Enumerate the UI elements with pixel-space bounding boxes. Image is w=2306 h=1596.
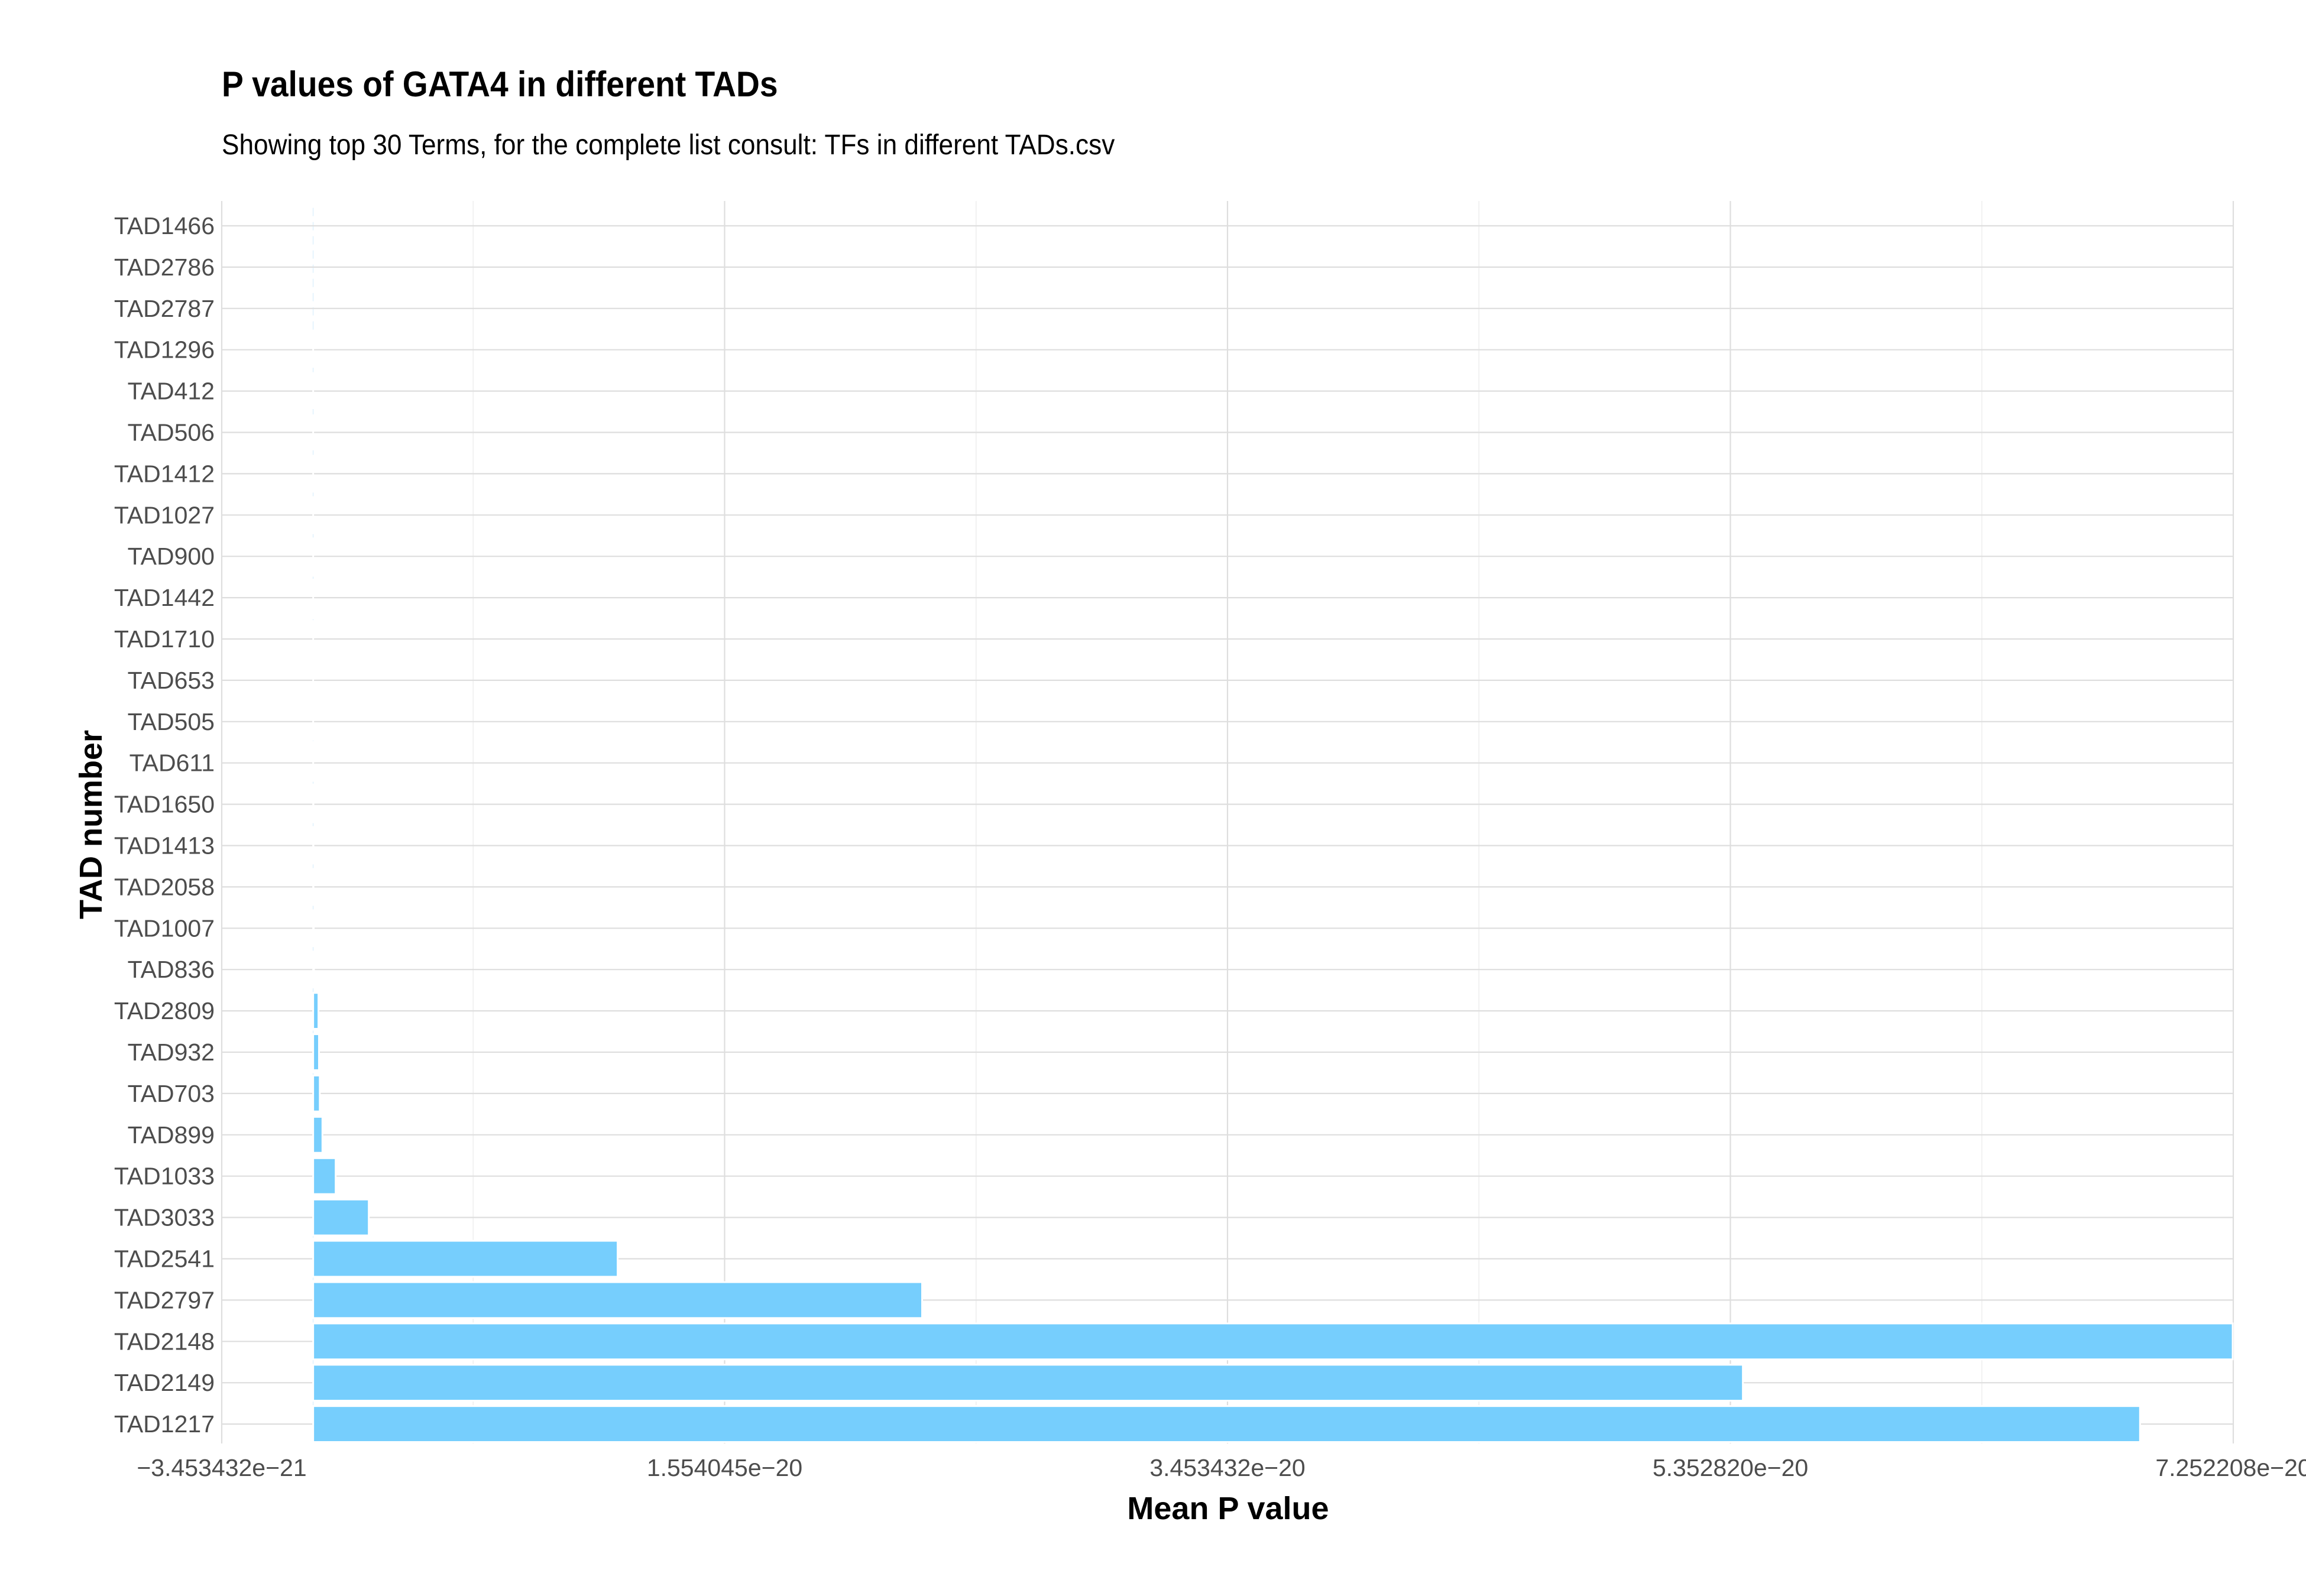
bar-tad2797 — [312, 1281, 924, 1319]
y-tick-label: TAD505 — [128, 708, 215, 735]
bar-tad3033 — [312, 1198, 370, 1237]
y-tick-label: TAD2786 — [114, 254, 215, 281]
y-tick-label: TAD899 — [128, 1121, 215, 1149]
y-axis-tick-labels: TAD1466 TAD2786 TAD2787 TAD1296 TAD412 TAD506… — [114, 212, 215, 1438]
y-tick-label: TAD836 — [128, 956, 215, 983]
y-tick-label: TAD1027 — [114, 501, 215, 528]
bar-tad2809 — [312, 992, 320, 1030]
y-tick-label: TAD1033 — [114, 1163, 215, 1190]
y-tick-label: TAD1710 — [114, 625, 215, 653]
y-tick-label: TAD2149 — [114, 1369, 215, 1396]
bar-tad836 — [312, 951, 315, 989]
y-tick-label: TAD1442 — [114, 584, 215, 611]
y-tick-label: TAD1296 — [114, 336, 215, 364]
y-tick-label: TAD3033 — [114, 1204, 215, 1231]
bar-tad1033 — [312, 1157, 337, 1195]
x-tick-label: 7.252208e−20 — [2155, 1454, 2306, 1481]
bar-tad2148 — [312, 1322, 2234, 1361]
y-tick-label: TAD1413 — [114, 832, 215, 859]
major-gridlines — [221, 201, 2234, 1443]
bar-tad1007 — [312, 909, 315, 948]
y-tick-label: TAD2797 — [114, 1286, 215, 1313]
y-tick-label: TAD900 — [128, 543, 215, 570]
y-tick-label: TAD1412 — [114, 460, 215, 487]
y-tick-label: TAD412 — [128, 378, 215, 405]
y-tick-label: TAD1217 — [114, 1410, 215, 1438]
y-tick-label: TAD506 — [128, 419, 215, 446]
x-tick-label: 3.453432e−20 — [1149, 1454, 1305, 1481]
bar-tad703 — [312, 1074, 321, 1112]
y-tick-label: TAD932 — [128, 1039, 215, 1066]
x-axis-title: Mean P value — [1127, 1491, 1329, 1526]
y-tick-label: TAD1650 — [114, 791, 215, 818]
minor-gridlines — [312, 201, 1983, 1443]
y-tick-label: TAD1466 — [114, 212, 215, 239]
y-tick-label: TAD2541 — [114, 1245, 215, 1273]
bar-tad899 — [312, 1115, 323, 1154]
chart-subtitle: Showing top 30 Terms, for the complete l… — [222, 129, 1115, 161]
y-tick-label: TAD1007 — [114, 914, 215, 942]
y-tick-label: TAD703 — [128, 1080, 215, 1107]
y-tick-label: TAD2148 — [114, 1328, 215, 1355]
x-axis-tick-labels: −3.453432e−21 1.554045e−20 3.453432e−20 5.3… — [137, 1454, 2306, 1481]
y-tick-label: TAD2058 — [114, 873, 215, 900]
bar-tad2149 — [312, 1364, 1744, 1402]
bar-tad2541 — [312, 1240, 619, 1278]
bar-tad1217 — [312, 1405, 2141, 1443]
x-tick-label: −3.453432e−21 — [137, 1454, 306, 1481]
y-tick-label: TAD611 — [129, 750, 215, 777]
bar-tad932 — [312, 1033, 320, 1071]
x-tick-label: 1.554045e−20 — [647, 1454, 802, 1481]
y-tick-label: TAD2809 — [114, 997, 215, 1024]
bars-group — [312, 330, 2234, 1443]
y-axis-title: TAD number — [73, 730, 109, 919]
chart-title: P values of GATA4 in different TADs — [222, 64, 778, 104]
x-tick-label: 5.352820e−20 — [1653, 1454, 1808, 1481]
y-tick-label: TAD2787 — [114, 295, 215, 322]
y-tick-label: TAD653 — [128, 667, 215, 694]
